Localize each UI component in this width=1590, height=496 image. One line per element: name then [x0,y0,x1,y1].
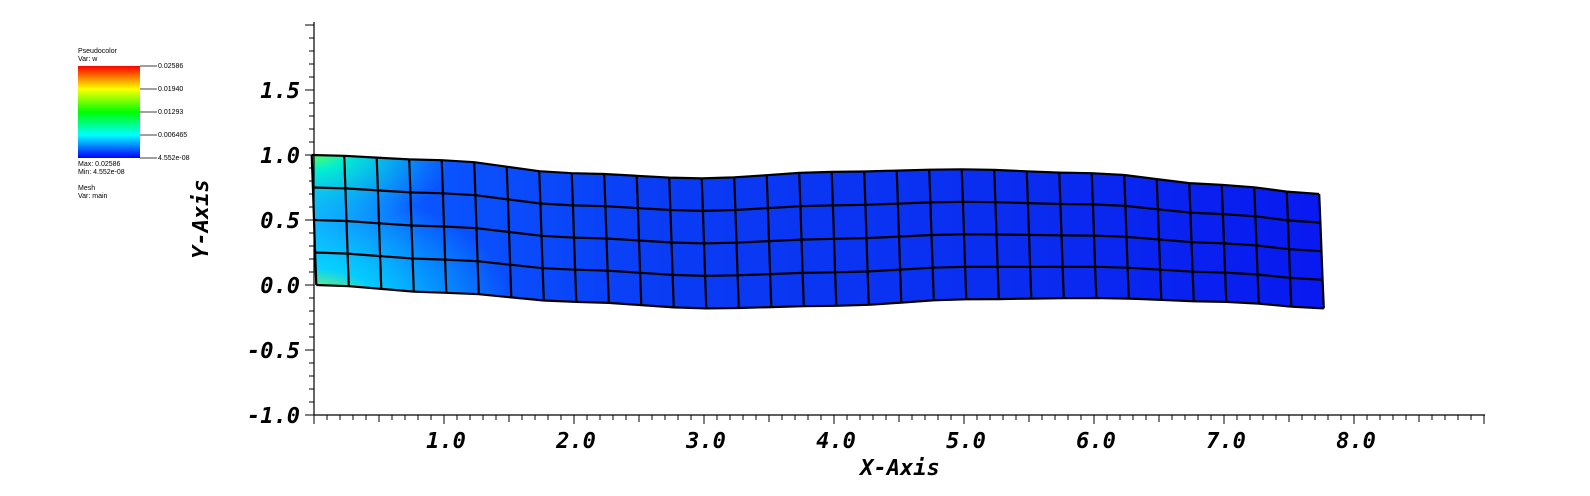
x-tick-label: 1.0 [426,429,466,454]
y-tick-label: 0.0 [260,274,300,299]
y-tick-label: 0.5 [260,209,300,234]
colorbar [78,66,140,158]
legend-max: Max: 0.02586 [78,161,121,168]
mesh-column-line [700,178,708,309]
legend-min: Min: 4.552e-08 [78,169,125,176]
x-tick-labels: 1.0 2.0 3.0 4.0 5.0 6.0 7.0 8.0 [426,429,1376,454]
mesh-plot [310,153,1325,310]
colorbar-tick-label: 0.01293 [158,109,183,116]
colorbar-tick-label: 0.01940 [158,86,183,93]
mesh-column-line [960,169,968,300]
legend-mesh-var: Var: main [78,193,108,200]
x-minor-ticks [313,415,1485,424]
mesh-column-line [733,177,740,309]
mesh-column-line [408,159,415,292]
mesh-column-line [830,171,838,306]
mesh-column-line [635,175,643,306]
mesh-row-line [311,153,1320,196]
y-minor-ticks [305,24,314,416]
mesh-column-line [1090,173,1098,299]
mesh-row-line [312,186,1321,224]
x-tick-label: 8.0 [1336,429,1376,454]
y-tick-label: 1.5 [260,79,300,104]
mesh-column-line [895,170,903,303]
mesh-column-line [798,172,805,307]
mesh-column-line [343,155,350,287]
mesh-column-line [1220,184,1228,302]
mesh-column-line [1318,193,1325,309]
mesh-column-line [928,169,935,301]
legend: Pseudocolor Var: w 0.02586 0.01940 0.012… [78,48,190,200]
mesh-column-line [1058,172,1065,299]
legend-mesh-title: Mesh [78,185,95,192]
mesh-column-line [993,169,1000,300]
mesh-column-line [863,171,870,305]
colorbar-tick-label: 0.02586 [158,63,183,70]
mesh-column-line [473,162,480,295]
legend-var-label: Var: w [78,56,98,63]
mesh-column-line [1155,179,1163,300]
mesh-column-line [765,175,773,308]
legend-title: Pseudocolor [78,48,118,55]
x-tick-label: 5.0 [946,429,986,454]
mesh-column-line [603,173,610,303]
mesh-column-line [1188,183,1195,302]
x-tick-label: 7.0 [1206,429,1246,454]
mesh-column-line [570,173,578,302]
x-tick-label: 3.0 [685,429,726,454]
x-tick-label: 6.0 [1076,429,1116,454]
x-tick-label: 4.0 [816,429,856,454]
mesh-row-line [316,283,1324,310]
mesh-column-line [1285,191,1293,307]
mesh-row-line [315,251,1323,281]
mesh-column-line [505,166,513,298]
y-axis-title: Y-Axis [189,179,214,258]
colorbar-ticks [140,65,157,159]
y-tick-labels: 1.5 1.0 0.5 0.0 -0.5 -1.0 [247,79,300,429]
colorbar-tick-label: 0.006465 [158,132,187,139]
colorbar-tick-label: 4.552e-08 [158,155,190,162]
mesh-column-line [1025,171,1033,299]
mesh-column-line [538,171,545,301]
axes: 1.5 1.0 0.5 0.0 -0.5 -1.0 1.0 2.0 3.0 4.0 5.0 6.0 7… [189,22,1485,481]
mesh-column-line [1253,187,1260,304]
y-tick-label: 1.0 [260,144,300,169]
x-axis-title: X-Axis [858,456,939,481]
mesh-column-line [1123,174,1130,299]
x-tick-label: 2.0 [555,429,596,454]
y-tick-label: -1.0 [247,404,300,429]
mesh-column-line [375,157,383,289]
mesh-lines [310,153,1325,310]
y-tick-label: -0.5 [247,339,300,364]
mesh-row-line [313,218,1322,253]
mesh-column-line [440,160,448,293]
mesh-column-line [668,177,675,308]
